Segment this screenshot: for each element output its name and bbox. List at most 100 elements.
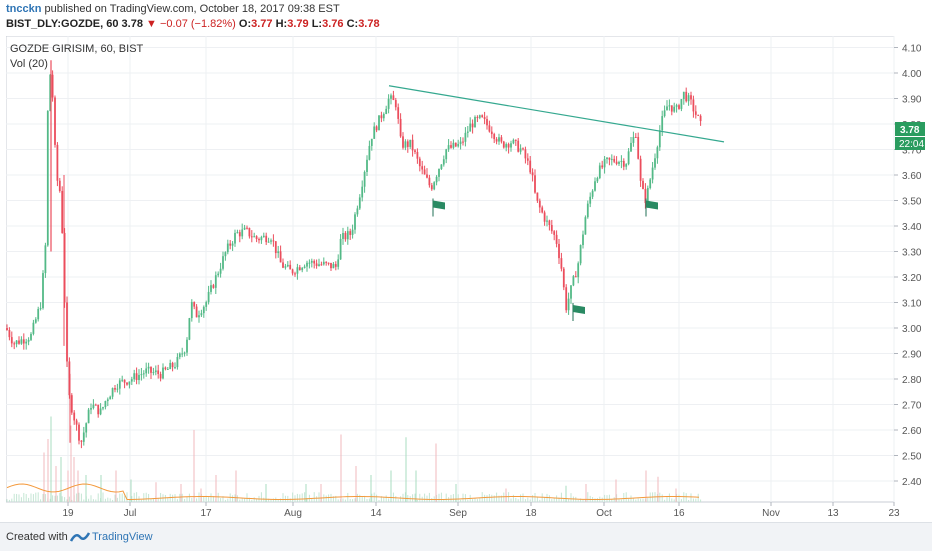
candle-body [210,285,212,292]
candle-body [253,236,256,238]
candle-body [126,382,128,385]
candle-body [339,238,342,260]
price-change: −0.07 (−1.82%) [159,18,236,30]
chart-area[interactable]: 4.104.003.903.803.703.603.503.403.303.20… [5,35,926,519]
candle-body [157,370,160,374]
candle-body [349,231,352,235]
candle-body [128,381,131,385]
candle-body [85,423,88,433]
candle-body [385,108,388,114]
down-triangle-icon: ▼ [146,18,157,30]
candle-body [346,231,349,240]
candle-body [375,126,378,131]
candle-body [298,267,301,271]
candle-body [291,269,294,274]
candle-body [337,259,340,267]
y-tick-label: 2.50 [902,452,922,463]
candle-body [522,148,524,150]
candle-body [10,337,13,344]
candle-body [51,74,54,98]
candle-body [327,262,330,264]
candle-body [306,262,308,267]
price-badge: 3.78 [900,125,920,136]
candle-body [646,188,649,204]
tradingview-link[interactable]: TradingView [92,531,153,543]
candle-body [591,190,594,197]
candle-body [574,276,577,278]
candle-body [68,361,71,396]
candle-body [423,169,426,175]
price-chart[interactable]: 4.104.003.903.803.703.603.503.403.303.20… [5,35,926,519]
candle-body [505,144,508,148]
candle-body [666,106,668,111]
candle-body [464,132,467,142]
candle-body [214,275,217,288]
candle-body [70,395,73,413]
candle-body [637,136,640,159]
flag-icon [573,305,585,315]
candle-body [246,227,248,229]
candle-body [236,232,239,234]
author-link[interactable]: tncckn [6,3,42,15]
candle-body [567,298,570,311]
candle-body [164,367,167,370]
candle-body [601,165,604,168]
y-tick-label: 3.70 [902,146,922,157]
candle-body [310,260,313,263]
candle-body [493,134,496,140]
x-tick-label: 23 [888,508,900,518]
candle-body [531,172,534,176]
time-axis[interactable]: 19 Jul 17 Aug 14 Sep 18 Oct 16 Nov 13 23 [62,502,900,519]
candle-body [87,409,90,424]
candle-body [390,95,392,99]
candle-body [538,200,541,208]
candle-body [303,266,306,268]
candle-body [418,158,421,167]
candle-body [649,179,652,189]
candle-body [654,158,656,168]
high-label: H: [275,18,288,30]
candle-body [536,192,539,201]
candle-body [193,302,196,307]
y-tick-label: 3.40 [902,222,922,233]
candle-body [334,264,337,267]
candle-body [690,95,692,100]
x-tick-label: 19 [62,508,74,518]
candle-body [610,158,613,160]
candle-body [428,177,431,186]
tradingview-logo-icon[interactable] [70,530,90,544]
candle-body [370,138,373,146]
candle-body [634,136,637,138]
candle-body [406,141,409,147]
candle-body [469,123,472,132]
candle-body [15,340,18,345]
price-axis[interactable]: 4.104.003.903.803.703.603.503.403.303.20… [894,44,922,489]
candle-body [109,396,112,400]
symbol-name: BIST_DLY:GOZDE, 60 [6,18,119,30]
candle-body [118,380,121,389]
candle-body [270,240,272,242]
footer: Created with TradingView [0,522,932,551]
x-tick-label: Oct [596,508,612,518]
candle-body [433,182,436,190]
candle-body [598,165,601,179]
grid-lines [6,36,895,502]
candle-body [46,110,49,246]
y-tick-label: 4.00 [902,69,922,80]
candle-body [104,401,107,408]
candle-body [90,408,92,410]
candle-body [692,99,695,112]
candle-body [142,373,145,375]
candle-body [562,268,565,288]
candle-body [565,287,568,311]
candle-body [279,251,282,263]
publication-line: tncckn published on TradingView.com, Oct… [6,3,340,15]
candle-body [534,175,536,193]
candle-body [373,126,376,139]
candle-body [541,207,544,213]
candle-body [454,142,457,147]
candle-body [289,264,292,270]
y-tick-label: 3.90 [902,95,922,106]
y-tick-label: 3.10 [902,299,922,310]
candle-body [442,159,445,165]
